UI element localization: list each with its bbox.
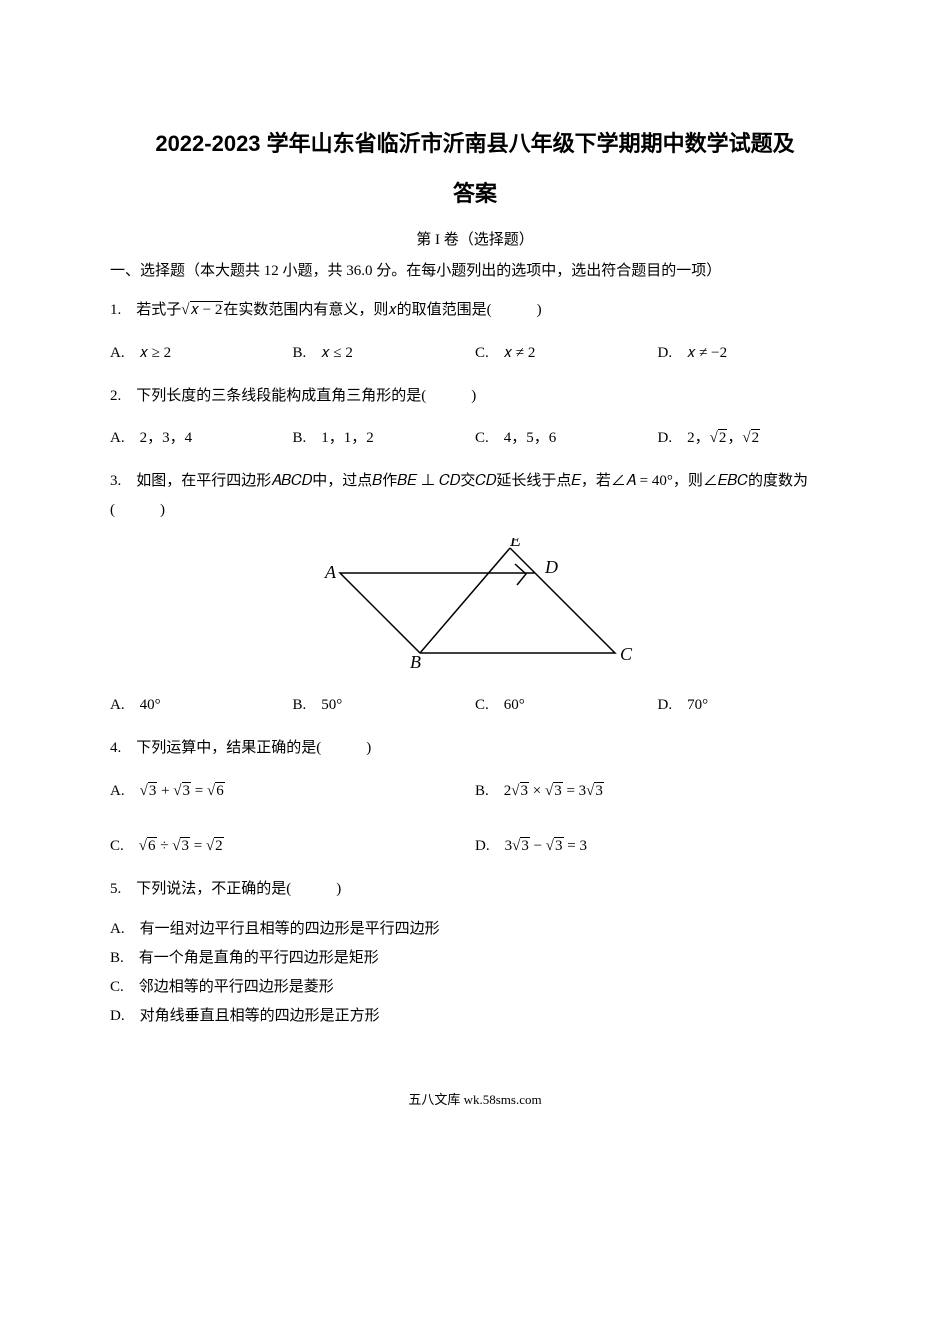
q5-option-a: A. 有一组对边平行且相等的四边形是平行四边形 [110, 913, 840, 942]
sqrt-icon: 3 [140, 783, 158, 800]
q4-option-d: D. 33 − 3 = 3 [475, 828, 840, 861]
q1-option-a: A. 𝑥 ≥ 2 [110, 335, 293, 368]
sqrt-icon: 3 [545, 783, 563, 800]
sqrt-icon: 3 [511, 783, 529, 800]
page-title-line2: 答案 [110, 176, 840, 208]
q5-option-c: C. 邻边相等的平行四边形是菱形 [110, 971, 840, 1000]
sqrt-icon: 2 [742, 430, 760, 447]
section-label: 第 I 卷（选择题） [110, 228, 840, 249]
q3-options: A. 40° B. 50° C. 60° D. 70° [110, 687, 840, 720]
label-b: B [410, 652, 421, 668]
sqrt-icon: 3 [586, 783, 604, 800]
q3-figure: A D B C E [110, 538, 840, 673]
label-d: D [544, 557, 558, 577]
sqrt-icon: 2 [710, 430, 728, 447]
right-angle-mark [515, 564, 526, 585]
q2-option-a: A. 2，3，4 [110, 420, 293, 453]
q2-d-r1: 2 [718, 429, 728, 446]
q4-option-c: C. 6 ÷ 3 = 2 [110, 828, 475, 861]
q1-radicand: 𝑥 − 2 [190, 301, 224, 318]
line-be [420, 548, 510, 653]
page-footer: 五八文库 wk.58sms.com [110, 1089, 840, 1108]
q2-option-b: B. 1，1，2 [293, 420, 476, 453]
sqrt-icon: 3 [512, 838, 530, 855]
q4-option-b: B. 23 × 3 = 33 [475, 773, 840, 806]
question-5: 5. 下列说法，不正确的是( ) [110, 875, 840, 904]
q4-d-pre: D. 3 [475, 838, 512, 854]
sqrt-icon: 3 [546, 838, 564, 855]
q4-options: A. 3 + 3 = 6 B. 23 × 3 = 33 C. 6 ÷ 3 = 2… [110, 773, 840, 861]
q1-stem-pre: 1. 若式子 [110, 302, 181, 318]
label-c: C [620, 644, 633, 664]
q2-option-d: D. 2，2，2 [658, 420, 841, 453]
q4-option-a: A. 3 + 3 = 6 [110, 773, 475, 806]
question-3: 3. 如图，在平行四边形𝐴𝐵𝐶𝐷中，过点𝐵作𝐵𝐸 ⊥ 𝐶𝐷交𝐶𝐷延长线于点𝐸，若… [110, 467, 840, 524]
sqrt-icon: 6 [139, 838, 157, 855]
q4-a-pre: A. [110, 783, 140, 799]
q1-option-c: C. 𝑥 ≠ 2 [475, 335, 658, 368]
exam-page: 2022-2023 学年山东省临沂市沂南县八年级下学期期中数学试题及 答案 第 … [0, 0, 950, 1148]
q2-d-r2: 2 [751, 429, 761, 446]
sqrt-icon: 𝑥 − 2 [181, 296, 223, 325]
q4-b-pre: B. 2 [475, 783, 511, 799]
q5-options: A. 有一组对边平行且相等的四边形是平行四边形 B. 有一个角是直角的平行四边形… [110, 913, 840, 1029]
q5-option-b: B. 有一个角是直角的平行四边形是矩形 [110, 942, 840, 971]
question-2: 2. 下列长度的三条线段能构成直角三角形的是( ) [110, 382, 840, 411]
q2-option-c: C. 4，5，6 [475, 420, 658, 453]
sqrt-icon: 2 [206, 838, 224, 855]
q2-d-mid: ， [727, 430, 742, 446]
page-title-line1: 2022-2023 学年山东省临沂市沂南县八年级下学期期中数学试题及 [110, 120, 840, 168]
sqrt-icon: 3 [172, 838, 190, 855]
label-e: E [509, 538, 521, 550]
q4-c-pre: C. [110, 838, 139, 854]
q3-option-d: D. 70° [658, 687, 841, 720]
q3-option-a: A. 40° [110, 687, 293, 720]
q1-option-d: D. 𝑥 ≠ −2 [658, 335, 841, 368]
q1-option-b: B. 𝑥 ≤ 2 [293, 335, 476, 368]
q1-stem-post: 在实数范围内有意义，则𝑥的取值范围是( ) [223, 302, 541, 318]
label-a: A [324, 562, 337, 582]
q2-d-pre: D. 2， [658, 430, 710, 446]
parallelogram-diagram: A D B C E [310, 538, 640, 668]
q5-option-d: D. 对角线垂直且相等的四边形是正方形 [110, 1000, 840, 1029]
question-4: 4. 下列运算中，结果正确的是( ) [110, 734, 840, 763]
q3-option-b: B. 50° [293, 687, 476, 720]
sqrt-icon: 3 [173, 783, 191, 800]
question-1: 1. 若式子 𝑥 − 2在实数范围内有意义，则𝑥的取值范围是( ) [110, 296, 840, 325]
q2-options: A. 2，3，4 B. 1，1，2 C. 4，5，6 D. 2，2，2 [110, 420, 840, 453]
q1-options: A. 𝑥 ≥ 2 B. 𝑥 ≤ 2 C. 𝑥 ≠ 2 D. 𝑥 ≠ −2 [110, 335, 840, 368]
q3-option-c: C. 60° [475, 687, 658, 720]
section-instructions: 一、选择题（本大题共 12 小题，共 36.0 分。在每小题列出的选项中，选出符… [110, 259, 840, 280]
sqrt-icon: 6 [207, 783, 225, 800]
line-de-ext [510, 548, 535, 573]
